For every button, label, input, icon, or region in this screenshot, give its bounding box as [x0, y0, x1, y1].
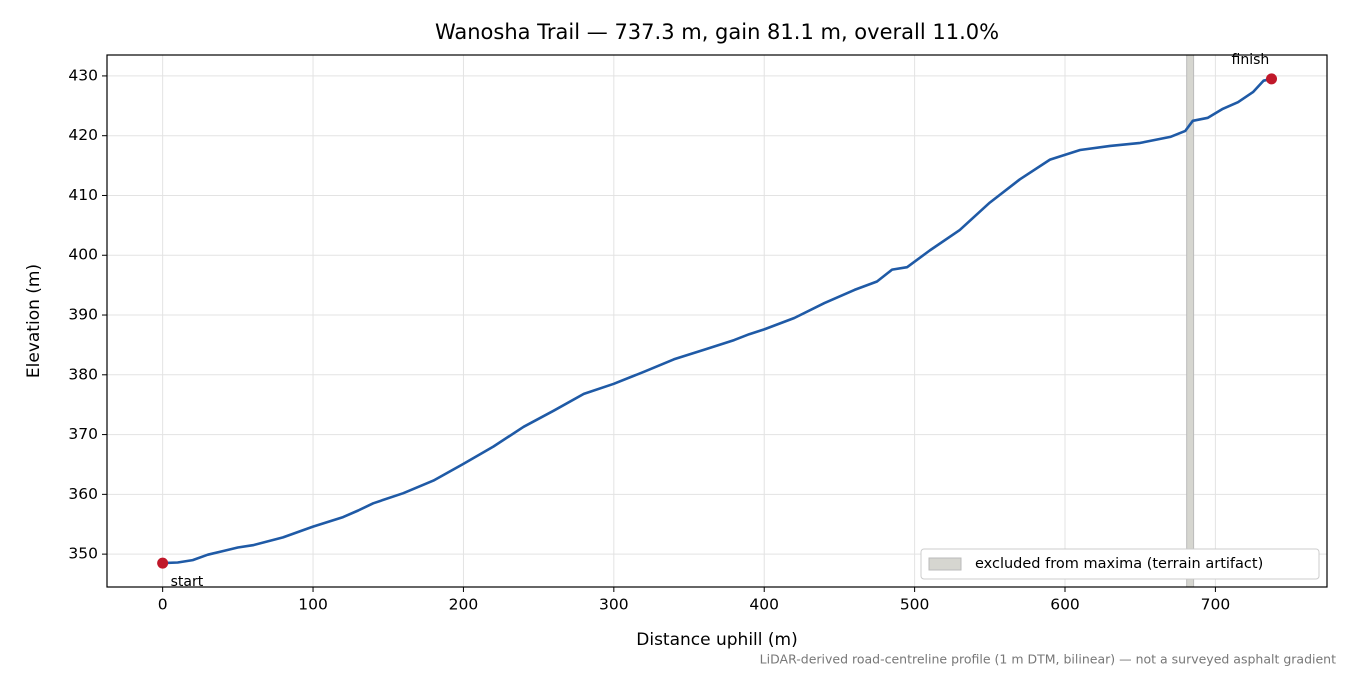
- endpoint-marker: [157, 557, 169, 569]
- x-axis-label: Distance uphill (m): [636, 630, 797, 650]
- y-axis-label: Elevation (m): [24, 264, 44, 378]
- y-tick-label: 350: [68, 545, 98, 563]
- y-tick-label: 420: [68, 126, 98, 144]
- x-tick-label: 400: [749, 596, 779, 614]
- y-tick-label: 410: [68, 186, 98, 204]
- plot-frame: [106, 54, 1328, 588]
- endpoint-label: start: [171, 574, 204, 590]
- excluded-band: [1186, 54, 1195, 588]
- y-tick-label: 390: [68, 306, 98, 324]
- y-tick-label: 380: [68, 365, 98, 383]
- x-tick-label: 100: [298, 596, 328, 614]
- legend-swatch: [928, 557, 962, 571]
- chart-title: Wanosha Trail — 737.3 m, gain 81.1 m, ov…: [435, 20, 999, 44]
- x-tick-label: 600: [1050, 596, 1080, 614]
- y-tick-label: 360: [68, 485, 98, 503]
- elevation-line: [162, 77, 1272, 565]
- y-tick-label: 400: [68, 246, 98, 264]
- x-tick-label: 300: [599, 596, 629, 614]
- endpoint-marker: [1266, 73, 1278, 85]
- y-tick-label: 370: [68, 425, 98, 443]
- x-tick-label: 0: [158, 596, 168, 614]
- x-tick-label: 200: [449, 596, 479, 614]
- legend-box: [920, 548, 1320, 580]
- footnote: LiDAR-derived road-centreline profile (1…: [760, 652, 1336, 667]
- y-tick-label: 430: [68, 66, 98, 84]
- x-tick-label: 700: [1201, 596, 1231, 614]
- x-tick-label: 500: [900, 596, 930, 614]
- endpoint-label: finish: [1232, 52, 1270, 68]
- legend-label: excluded from maxima (terrain artifact): [975, 556, 1263, 572]
